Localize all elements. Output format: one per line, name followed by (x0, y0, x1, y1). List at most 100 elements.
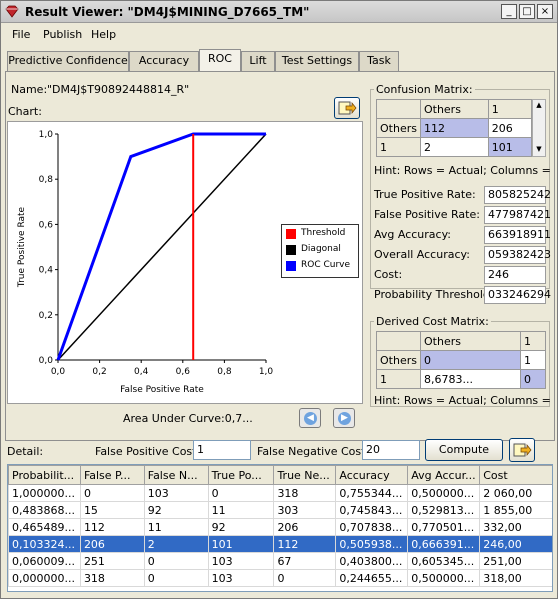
table-cell[interactable]: 0,770501... (407, 518, 481, 536)
table-cell[interactable]: 0,745843... (335, 501, 409, 519)
false-negative-cost-input[interactable]: 20 (362, 440, 420, 460)
cm-scrollbar[interactable]: ▲ ▼ (532, 99, 546, 157)
table-row[interactable]: 0,103324... 206 2 101 112 0,505938... 0,666391… (8, 535, 552, 553)
table-row[interactable]: 1,000000... 0 103 0 318 0,755344... 0,500000..… (8, 484, 552, 502)
table-cell[interactable]: 112 (273, 535, 337, 553)
table-cell[interactable]: 0,060009... (8, 552, 81, 570)
table-cell[interactable]: 0,500000... (407, 569, 481, 587)
false-positive-cost-input[interactable]: 1 (193, 440, 251, 460)
table-cell[interactable]: 332,00 (479, 518, 552, 536)
false-negative-cost-label: False Negative Cost: (257, 445, 370, 458)
table-cell[interactable]: 1,000000... (8, 484, 81, 502)
tab-task[interactable]: Task (359, 51, 399, 71)
table-cell[interactable]: 103 (143, 484, 209, 502)
dcm-cell[interactable]: 1 (519, 350, 547, 370)
table-cell[interactable]: 0,529813... (407, 501, 481, 519)
table-cell[interactable]: 206 (273, 518, 337, 536)
next-button[interactable]: ▶ (333, 408, 355, 428)
compute-cost-button[interactable]: Compute Cost (425, 439, 503, 476)
table-cell[interactable]: 0 (143, 569, 209, 587)
table-cell[interactable]: 15 (79, 501, 145, 519)
table-row[interactable]: 0,465489... 112 11 92 206 0,707838... 0,770501… (8, 518, 552, 536)
cm-cell[interactable]: 101 (487, 137, 533, 157)
table-cell[interactable]: 0,505938... (335, 535, 409, 553)
table-cell[interactable]: 0,755344... (335, 484, 409, 502)
true-positive-rate-label: True Positive Rate: (374, 188, 476, 201)
table-cell[interactable]: 318,00 (479, 569, 552, 587)
cm-cell[interactable]: 2 (419, 137, 489, 157)
column-header-accuracy[interactable]: Accuracy (335, 465, 409, 485)
derived-cost-matrix-table[interactable]: Others 1 Others 0 1 1 8,6783... 0 (376, 331, 547, 389)
table-cell[interactable]: 0 (143, 552, 209, 570)
table-cell[interactable]: 303 (273, 501, 337, 519)
column-header-avg-accuracy[interactable]: Avg Accur... (407, 465, 481, 485)
table-cell[interactable]: 2 060,00 (479, 484, 552, 502)
table-cell[interactable]: 0,403800... (335, 552, 409, 570)
table-cell[interactable]: 251,00 (479, 552, 552, 570)
table-cell[interactable]: 11 (143, 518, 209, 536)
dcm-cell[interactable]: 0 (420, 350, 521, 370)
table-cell[interactable]: 0,605345... (407, 552, 481, 570)
table-cell[interactable]: 103 (207, 569, 275, 587)
table-cell[interactable]: 67 (273, 552, 337, 570)
title-bar[interactable]: Result Viewer: "DM4J$MINING_D7665_TM" _ … (1, 1, 557, 23)
dcm-cell[interactable]: 0 (519, 369, 547, 389)
column-header-false-positives[interactable]: False P... (79, 465, 145, 485)
previous-button[interactable]: ◀ (299, 408, 321, 428)
column-header-true-positives[interactable]: True Po... (207, 465, 275, 485)
column-header-true-negatives[interactable]: True Ne... (273, 465, 337, 485)
close-button[interactable]: × (537, 4, 553, 19)
table-row[interactable]: 0,060009... 251 0 103 67 0,403800... 0,605345.… (8, 552, 552, 570)
minimize-button[interactable]: _ (501, 4, 517, 19)
column-header-cost[interactable]: Cost (479, 465, 552, 485)
table-row[interactable]: 0,483868... 15 92 11 303 0,745843... 0,529813.… (8, 501, 552, 519)
table-cell[interactable]: 0,000000... (8, 569, 81, 587)
chart-label: Chart: (8, 105, 42, 118)
dcm-cell[interactable]: 8,6783... (420, 369, 521, 389)
publish-chart-button[interactable] (334, 97, 360, 119)
scroll-down-icon[interactable]: ▼ (536, 145, 542, 153)
confusion-matrix-table[interactable]: Others 1 Others 112 206 1 2 101 (376, 99, 533, 157)
table-cell[interactable]: 0 (207, 484, 275, 502)
table-cell[interactable]: 0 (273, 569, 337, 587)
legend-label-diagonal: Diagonal (301, 244, 341, 254)
table-cell[interactable]: 0,465489... (8, 518, 81, 536)
table-cell[interactable]: 318 (79, 569, 145, 587)
menu-file[interactable]: File (12, 28, 31, 41)
table-cell[interactable]: 112 (79, 518, 145, 536)
table-cell[interactable]: 0,483868... (8, 501, 81, 519)
table-cell[interactable]: 2 (143, 535, 209, 553)
table-cell[interactable]: 92 (207, 518, 275, 536)
cm-cell[interactable]: 112 (419, 118, 489, 138)
table-cell[interactable]: 101 (207, 535, 275, 553)
table-cell[interactable]: 103 (207, 552, 275, 570)
table-cell[interactable]: 1 855,00 (479, 501, 552, 519)
table-cell[interactable]: 0,707838... (335, 518, 409, 536)
tab-accuracy[interactable]: Accuracy (129, 51, 199, 71)
menu-help[interactable]: Help (91, 28, 117, 41)
tab-test-settings[interactable]: Test Settings (275, 51, 359, 71)
table-cell[interactable]: 0 (79, 484, 145, 502)
column-header-probability[interactable]: Probabilit... (8, 465, 81, 485)
cm-cell[interactable]: 206 (487, 118, 533, 138)
table-cell[interactable]: 92 (143, 501, 209, 519)
publish-detail-button[interactable] (509, 438, 535, 462)
table-cell[interactable]: 206 (79, 535, 145, 553)
derived-cost-matrix-title: Derived Cost Matrix: (374, 315, 491, 328)
column-header-false-negatives[interactable]: False N... (143, 465, 209, 485)
table-cell[interactable]: 0,103324... (8, 535, 81, 553)
scroll-up-icon[interactable]: ▲ (536, 101, 542, 109)
table-row[interactable]: 0,000000... 318 0 103 0 0,244655... 0,500000..… (8, 569, 552, 587)
table-cell[interactable]: 318 (273, 484, 337, 502)
table-cell[interactable]: 246,00 (479, 535, 552, 553)
tab-predictive-confidence[interactable]: Predictive Confidence (7, 51, 129, 71)
table-cell[interactable]: 251 (79, 552, 145, 570)
menu-publish[interactable]: Publish (43, 28, 83, 41)
table-cell[interactable]: 11 (207, 501, 275, 519)
table-cell[interactable]: 0,500000... (407, 484, 481, 502)
table-cell[interactable]: 0,666391... (407, 535, 481, 553)
maximize-button[interactable]: □ (519, 4, 535, 19)
table-cell[interactable]: 0,244655... (335, 569, 409, 587)
tab-roc[interactable]: ROC (199, 49, 241, 71)
tab-lift[interactable]: Lift (241, 51, 275, 71)
